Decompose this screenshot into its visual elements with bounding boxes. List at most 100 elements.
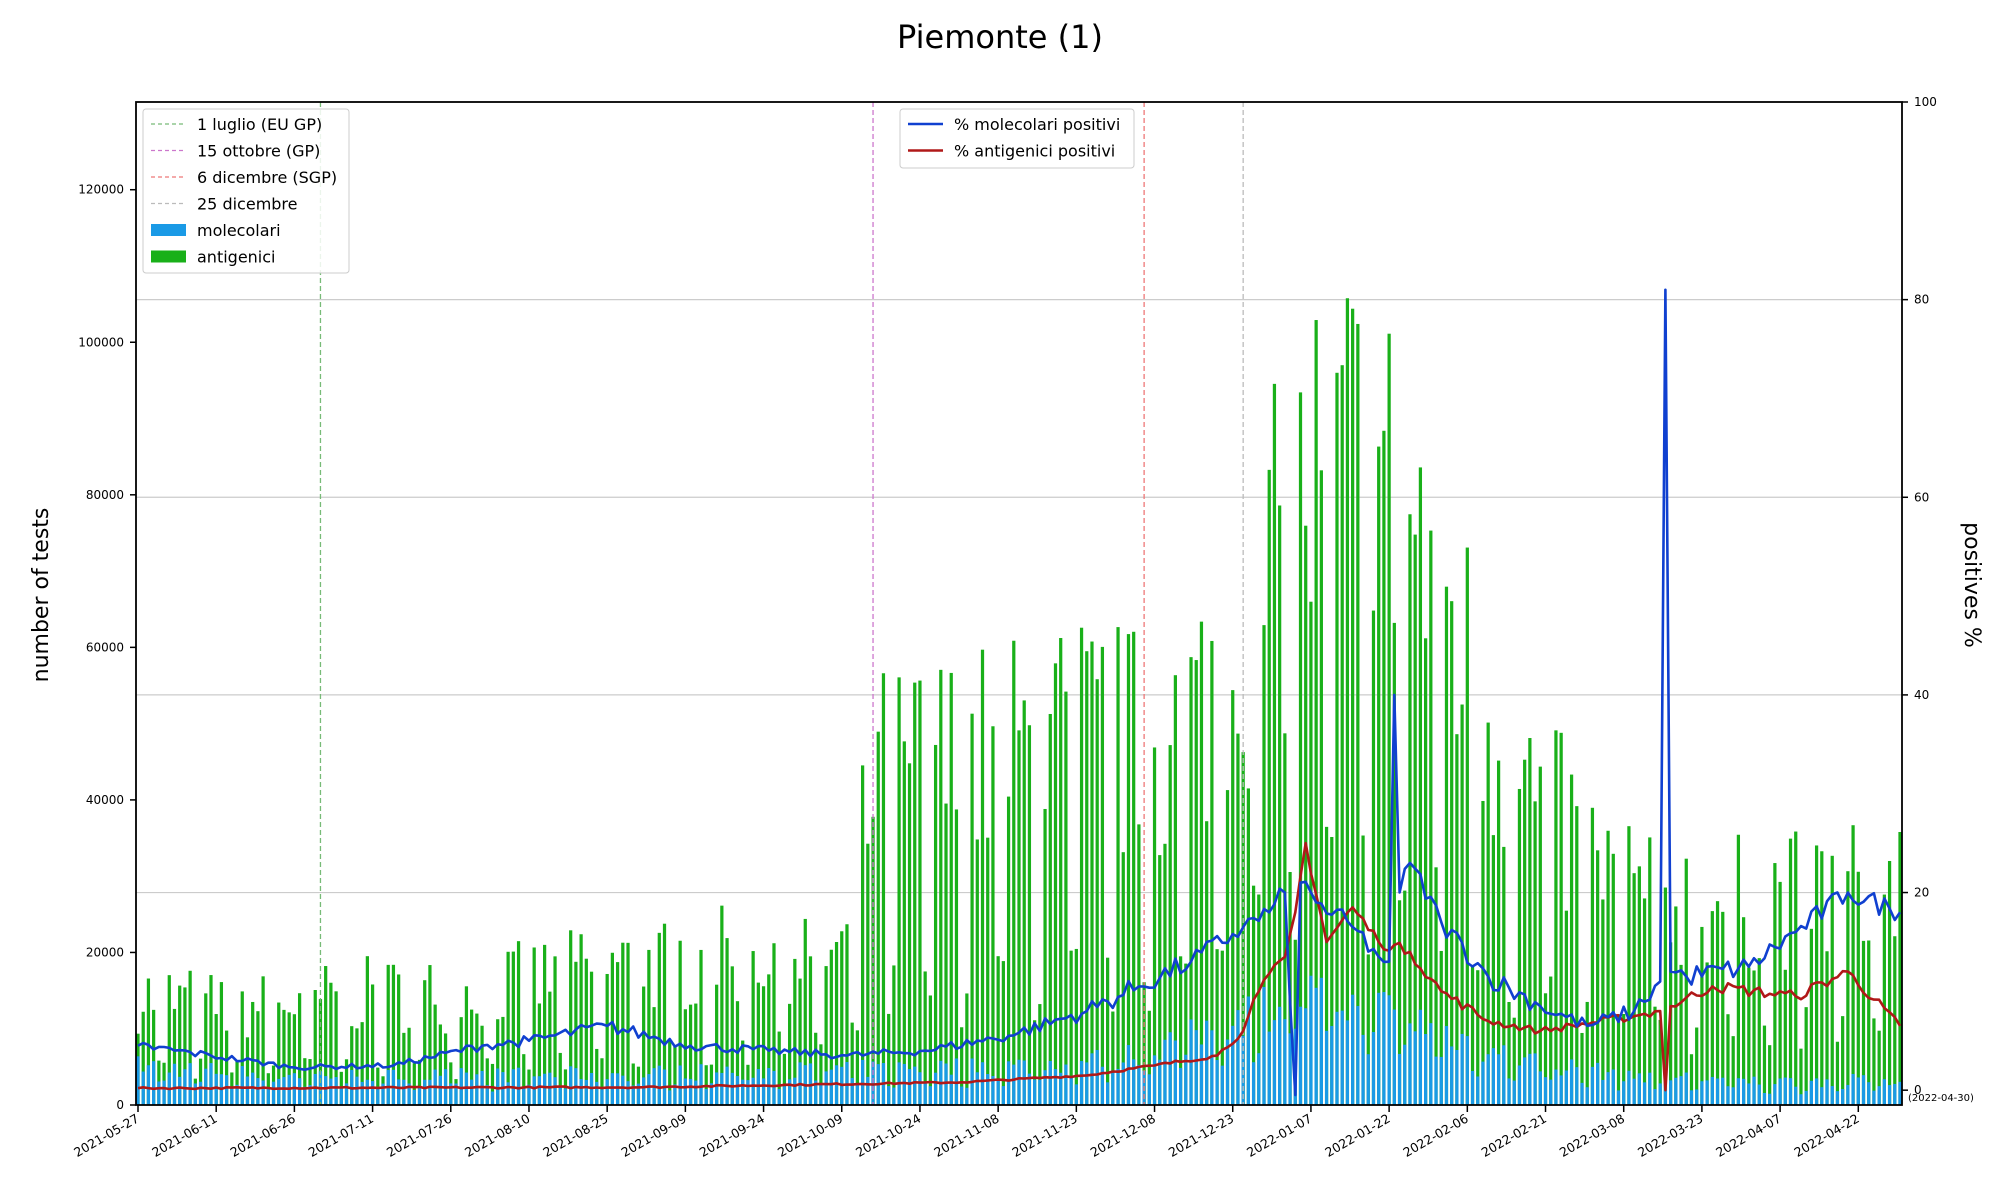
bar-molecolari [225, 1075, 228, 1105]
bar-molecolari [1726, 1086, 1729, 1105]
bar-molecolari [413, 1090, 416, 1105]
bar-molecolari [918, 1072, 921, 1105]
bar-molecolari [929, 1086, 932, 1105]
bar-molecolari [1043, 1070, 1046, 1105]
bar-molecolari [491, 1091, 494, 1105]
bar-antigenici [1805, 1007, 1808, 1105]
bar-antigenici [1429, 531, 1432, 1105]
bar-molecolari [194, 1083, 197, 1105]
legend-vline-label: 6 dicembre (SGP) [197, 168, 337, 187]
bar-molecolari [1440, 1057, 1443, 1105]
bar-molecolari [1341, 1011, 1344, 1105]
bar-antigenici [1335, 373, 1338, 1105]
bar-antigenici [1591, 808, 1594, 1105]
bar-antigenici [1575, 806, 1578, 1105]
bar-molecolari [329, 1079, 332, 1105]
bar-molecolari [1361, 1035, 1364, 1105]
bar-molecolari [1669, 1080, 1672, 1105]
bar-molecolari [1278, 1007, 1281, 1105]
legend-line-label: % antigenici positivi [954, 142, 1115, 161]
bar-molecolari [616, 1073, 619, 1105]
bar-antigenici [1523, 760, 1526, 1105]
bar-molecolari [1523, 1057, 1526, 1105]
bar-molecolari [1518, 1065, 1521, 1105]
bar-molecolari [428, 1080, 431, 1105]
bar-molecolari [1388, 995, 1391, 1105]
bar-molecolari [1111, 1070, 1114, 1105]
bar-antigenici [1007, 797, 1010, 1105]
bar-molecolari [230, 1087, 233, 1105]
bar-molecolari [1335, 1012, 1338, 1105]
bar-molecolari [976, 1072, 979, 1105]
bar-molecolari [423, 1080, 426, 1105]
bar-molecolari [1414, 1031, 1417, 1105]
bar-molecolari [600, 1089, 603, 1105]
bar-molecolari [1122, 1062, 1125, 1105]
bar-molecolari [1565, 1070, 1568, 1105]
bar-molecolari [1586, 1087, 1589, 1105]
bar-molecolari [1841, 1089, 1844, 1105]
bar-molecolari [1096, 1050, 1099, 1105]
bar-antigenici [1064, 692, 1067, 1105]
bar-molecolari [1049, 1061, 1052, 1105]
bar-antigenici [1419, 467, 1422, 1105]
bar-molecolari [965, 1088, 968, 1105]
x-tick-label: 2021-09-24 [697, 1111, 767, 1160]
bar-molecolari [1768, 1094, 1771, 1105]
x-tick-label: 2021-11-08 [931, 1111, 1001, 1160]
bar-molecolari [934, 1073, 937, 1105]
bar-molecolari [1716, 1079, 1719, 1105]
x-tick-label: 2022-04-07 [1713, 1111, 1783, 1160]
legend-line-label: % molecolari positivi [954, 115, 1120, 134]
bar-molecolari [402, 1080, 405, 1105]
bar-molecolari [496, 1068, 499, 1105]
bar-antigenici [1711, 911, 1714, 1105]
bar-antigenici [1721, 912, 1724, 1105]
bar-molecolari [1742, 1079, 1745, 1105]
bar-molecolari [642, 1077, 645, 1105]
bar-molecolari [1195, 1030, 1198, 1105]
bar-molecolari [1815, 1078, 1818, 1105]
bar-molecolari [830, 1070, 833, 1105]
legend-right: % molecolari positivi % antigenici positi… [900, 109, 1134, 168]
bar-molecolari [1393, 1010, 1396, 1105]
bar-molecolari [1690, 1090, 1693, 1105]
legend-vline-label: 1 luglio (EU GP) [197, 115, 322, 134]
bar-molecolari [178, 1077, 181, 1105]
bar-antigenici [1085, 651, 1088, 1105]
bar-molecolari [147, 1065, 150, 1105]
bar-molecolari [752, 1078, 755, 1105]
bar-molecolari [1268, 1032, 1271, 1105]
bar-molecolari [1023, 1061, 1026, 1105]
bar-molecolari [1330, 1026, 1333, 1105]
bar-molecolari [1070, 1077, 1073, 1105]
bar-antigenici [1455, 734, 1458, 1105]
x-tick-label: 2021-07-26 [384, 1111, 454, 1160]
bar-molecolari [314, 1074, 317, 1105]
bar-molecolari [1846, 1085, 1849, 1105]
bar-molecolari [960, 1087, 963, 1105]
bar-molecolari [1466, 1036, 1469, 1105]
bar-molecolari [355, 1077, 358, 1105]
bar-molecolari [783, 1086, 786, 1105]
bar-molecolari [689, 1079, 692, 1105]
bar-molecolari [997, 1080, 1000, 1105]
bar-molecolari [1174, 1040, 1177, 1105]
bar-molecolari [851, 1078, 854, 1105]
bar-molecolari [1747, 1083, 1750, 1105]
bar-antigenici [1539, 767, 1542, 1105]
bar-antigenici [986, 838, 989, 1105]
bar-molecolari [569, 1066, 572, 1105]
bar-molecolari [1794, 1087, 1797, 1105]
bar-molecolari [1158, 1060, 1161, 1105]
bar-molecolari [1163, 1040, 1166, 1105]
bar-molecolari [1695, 1089, 1698, 1105]
bar-antigenici [1049, 714, 1052, 1105]
bar-molecolari [418, 1088, 421, 1105]
bar-antigenici [1299, 392, 1302, 1105]
x-tick-label: 2021-08-10 [462, 1111, 532, 1160]
bar-molecolari [277, 1079, 280, 1105]
legend-bar-label: molecolari [197, 221, 281, 240]
bar-molecolari [533, 1076, 536, 1105]
bar-molecolari [924, 1083, 927, 1105]
